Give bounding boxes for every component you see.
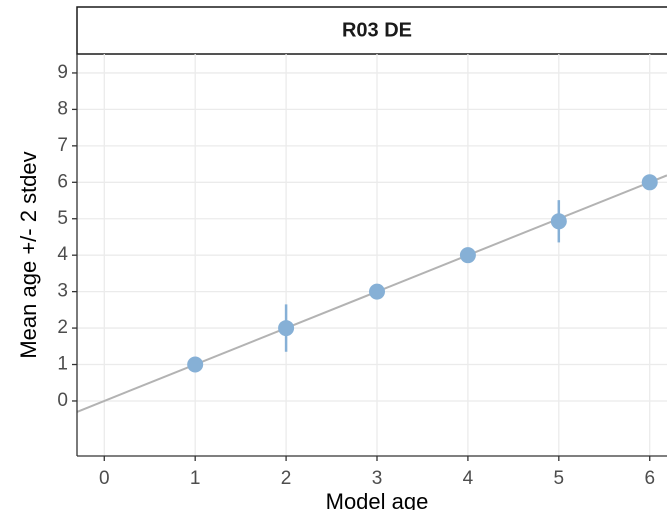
point — [187, 356, 204, 373]
point — [550, 213, 567, 230]
x-tick-label: 3 — [372, 468, 383, 489]
y-tick-label: 6 — [57, 171, 68, 192]
y-axis-label: Mean age +/- 2 stdev — [16, 151, 41, 358]
y-tick-label: 4 — [57, 244, 68, 265]
x-axis-label: Model age — [326, 489, 429, 510]
x-tick-label: 0 — [99, 468, 110, 489]
x-tick-label: 2 — [281, 468, 292, 489]
y-tick-label: 3 — [57, 281, 68, 302]
y-tick-label: 9 — [57, 62, 68, 83]
y-tick-label: 7 — [57, 135, 68, 156]
x-tick-label: 4 — [463, 468, 474, 489]
x-tick-label: 5 — [554, 468, 565, 489]
point — [459, 247, 476, 264]
y-tick-label: 1 — [57, 354, 68, 375]
x-tick-label: 1 — [190, 468, 201, 489]
point — [641, 174, 658, 191]
y-tick-label: 8 — [57, 98, 68, 119]
x-tick-label: 6 — [644, 468, 655, 489]
y-tick-label: 2 — [57, 317, 68, 338]
facet-title: R03 DE — [342, 19, 412, 41]
point — [278, 320, 295, 337]
y-tick-label: 5 — [57, 208, 68, 229]
point — [369, 283, 385, 300]
facet-strip — [76, 6, 667, 55]
y-tick-label: 0 — [57, 390, 68, 411]
